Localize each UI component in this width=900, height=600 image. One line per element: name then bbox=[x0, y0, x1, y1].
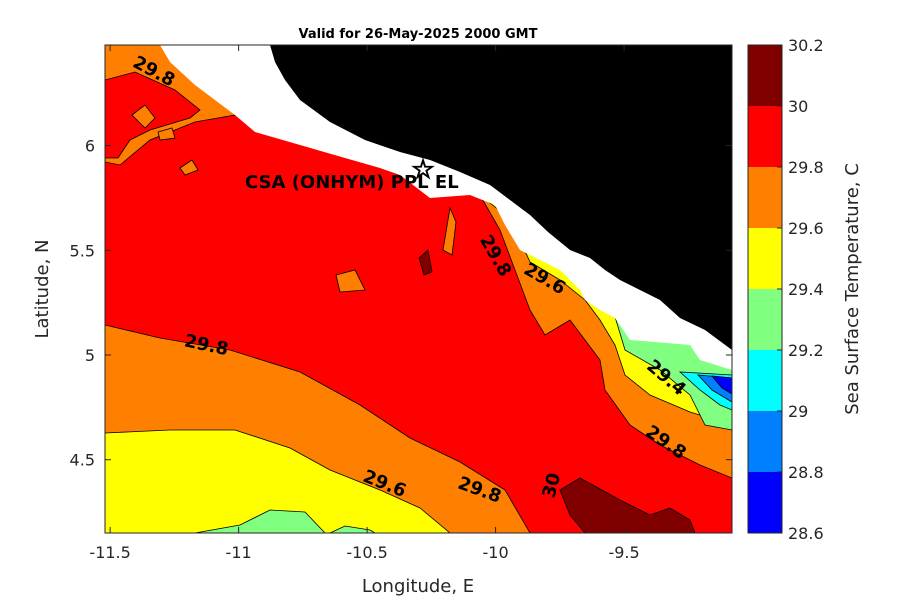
colorbar-tick-label: 29 bbox=[788, 402, 808, 421]
y-tick-label: 5.5 bbox=[70, 241, 95, 260]
sst-patch-30-a bbox=[418, 249, 433, 276]
x-axis-label: Longitude, E bbox=[362, 576, 474, 597]
colorbar-segment bbox=[748, 289, 782, 350]
chart-title: Valid for 26-May-2025 2000 GMT bbox=[299, 27, 538, 42]
sst-patch-29.6-c bbox=[179, 159, 199, 176]
x-tick-label: -10 bbox=[483, 543, 509, 562]
colorbar-tick-label: 28.6 bbox=[788, 524, 824, 543]
colorbar-segment bbox=[748, 167, 782, 228]
land-mass bbox=[270, 45, 732, 350]
sst-band-29.2-29.4-south-2 bbox=[329, 525, 376, 533]
colorbar-tick-label: 29.8 bbox=[788, 158, 824, 177]
x-tick-label: -9.5 bbox=[608, 543, 639, 562]
x-axis-ticks: -11.5 -11 -10.5 -10 -9.5 bbox=[89, 45, 640, 562]
sst-band-29.2-29.4-south bbox=[194, 509, 326, 533]
colorbar-segment bbox=[748, 45, 782, 106]
colorbar-segment bbox=[748, 350, 782, 411]
x-tick-label: -11.5 bbox=[89, 543, 130, 562]
colorbar-tick-label: 29.2 bbox=[788, 341, 824, 360]
sst-band-30-30.2 bbox=[559, 477, 696, 533]
colorbar-segment bbox=[748, 106, 782, 167]
sst-band-28.6-28.8-east bbox=[711, 375, 732, 395]
plot-frame bbox=[104, 44, 733, 534]
y-axis-ticks: 4.5 5 5.5 6 bbox=[70, 137, 732, 470]
sst-patch-29.6-b bbox=[157, 127, 176, 141]
colorbar-tick-label: 30.2 bbox=[788, 36, 824, 55]
site-star-icon: ☆ bbox=[411, 155, 434, 185]
y-tick-label: 5 bbox=[85, 346, 95, 365]
colorbar-segment bbox=[748, 472, 782, 533]
colorbar-label: Sea Surface Temperature, C bbox=[842, 163, 863, 415]
site-label: CSA (ONHYM) PPL EL bbox=[245, 172, 459, 193]
sst-patch-29.6-a bbox=[131, 104, 156, 129]
colorbar-segment bbox=[748, 411, 782, 472]
contour-field: ☆ CSA (ONHYM) PPL EL 29.829.829.6 29.8 302… bbox=[105, 45, 732, 533]
y-tick-label: 6 bbox=[85, 137, 95, 156]
x-tick-label: -10.5 bbox=[346, 543, 387, 562]
y-axis-label: Latitude, N bbox=[32, 240, 53, 339]
colorbar-tick-label: 30 bbox=[788, 97, 808, 116]
y-tick-label: 4.5 bbox=[70, 451, 95, 470]
colorbar-tick-label: 29.4 bbox=[788, 280, 824, 299]
colorbar: 28.6 28.8 29 29.2 29.4 29.6 29.8 30 30.2 bbox=[747, 36, 824, 543]
x-tick-label: -11 bbox=[226, 543, 252, 562]
colorbar-tick-label: 29.6 bbox=[788, 219, 824, 238]
sst-patch-29.6-e bbox=[442, 206, 457, 256]
colorbar-tick-label: 28.8 bbox=[788, 463, 824, 482]
sst-band-29.4-29.6-south bbox=[105, 429, 451, 533]
colorbar-segment bbox=[748, 228, 782, 289]
sst-patch-29.6-d bbox=[335, 269, 366, 293]
